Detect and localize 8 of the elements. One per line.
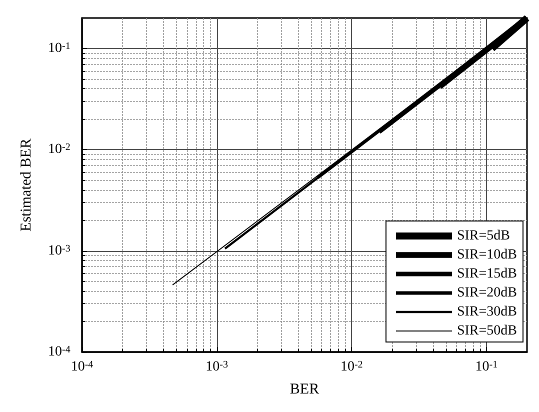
- legend-label: SIR=30dB: [456, 304, 518, 320]
- x-axis-title: BER: [290, 382, 320, 398]
- y-axis-title: Estimated BER: [18, 138, 34, 232]
- legend-label: SIR=20dB: [456, 286, 518, 300]
- legend-label: SIR=5dB: [456, 228, 510, 244]
- legend-label: SIR=15dB: [456, 266, 518, 282]
- legend-label: SIR=10dB: [456, 248, 518, 262]
- legend-label: SIR=50dB: [456, 324, 518, 338]
